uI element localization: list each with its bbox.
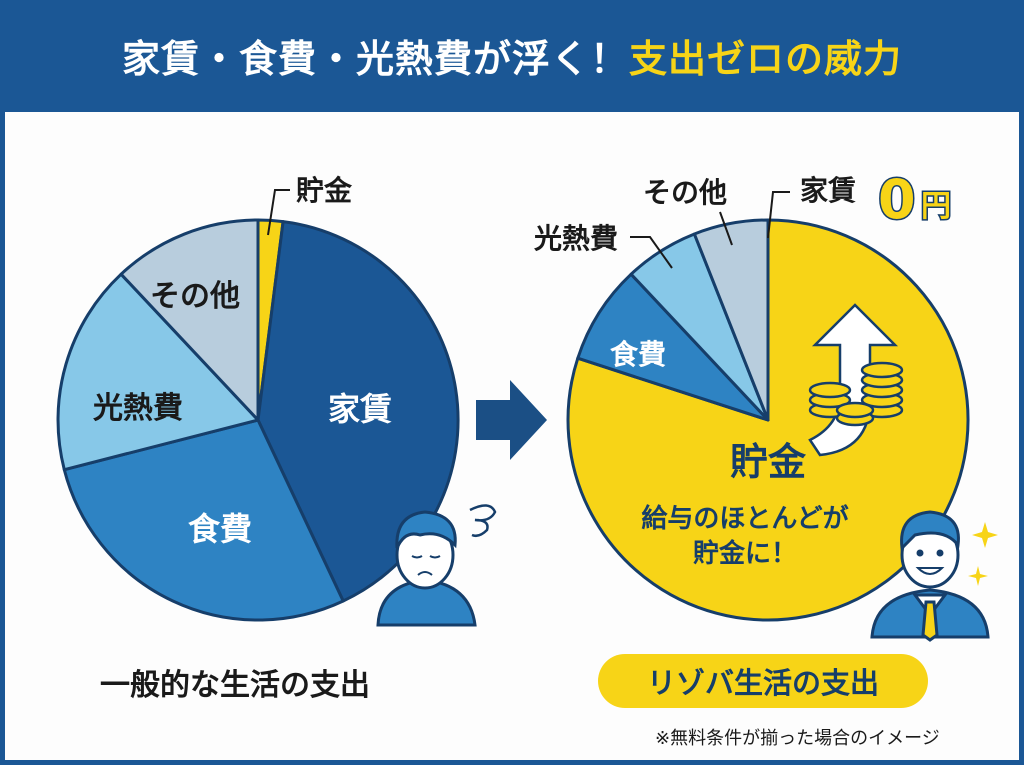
right-label-savings: 貯金 xyxy=(730,440,807,484)
right-label-savings-sub2: 貯金に！ xyxy=(693,538,797,569)
happy-businessman-icon xyxy=(870,510,990,642)
header-banner: 家賃・食費・光熱費が浮く！支出ゼロの威力 xyxy=(0,0,1024,110)
right-label-food: 食費 xyxy=(610,338,666,371)
right-slice-other xyxy=(692,218,770,422)
title-highlight: 支出ゼロの威力 xyxy=(629,36,903,81)
arrow-right-icon[interactable] xyxy=(476,380,547,460)
right-slice-food xyxy=(576,272,770,422)
sparkle-icon xyxy=(968,522,998,586)
left-pie-chart xyxy=(56,218,460,622)
right-label-other: その他 xyxy=(643,176,727,209)
left-chart-caption: 一般的な生活の支出 xyxy=(100,668,370,703)
right-utilities-leader xyxy=(630,236,673,269)
left-label-rent: 家賃 xyxy=(328,390,392,428)
left-label-savings: 貯金 xyxy=(296,174,353,207)
right-label-rent: 家賃 xyxy=(800,174,856,207)
left-label-other: その他 xyxy=(150,279,240,314)
right-label-utilities: 光熱費 xyxy=(533,222,618,255)
right-rent-leader xyxy=(767,191,790,239)
left-slice-utilities xyxy=(56,272,260,472)
right-other-leader xyxy=(719,211,733,246)
left-label-food: 食費 xyxy=(188,510,252,548)
right-label-savings-sub1: 給与のほとんどが xyxy=(641,503,848,534)
left-slice-food xyxy=(62,418,345,622)
right-chart-caption: リゾバ生活の支出 xyxy=(598,654,928,708)
coins-arrow-icon xyxy=(808,303,904,457)
title-main: 家賃・食費・光熱費が浮く！ xyxy=(121,36,629,81)
page-title: 家賃・食費・光熱費が浮く！支出ゼロの威力 xyxy=(122,28,902,83)
right-rent-unit: 円 xyxy=(921,189,951,224)
footnote: ※無料条件が揃った場合のイメージ xyxy=(655,728,940,749)
left-slice-other xyxy=(119,218,260,422)
worried-person-icon xyxy=(376,504,497,627)
left-savings-leader xyxy=(267,189,290,236)
left-label-utilities: 光熱費 xyxy=(93,391,183,426)
right-rent-zero: 0 xyxy=(878,168,916,231)
